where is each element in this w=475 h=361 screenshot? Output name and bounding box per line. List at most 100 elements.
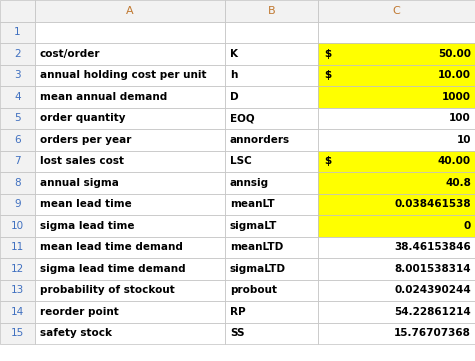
Bar [0,43,35,65]
Bar [318,193,475,215]
Text: D: D [230,92,238,102]
Text: 50.00: 50.00 [438,49,471,59]
Text: 8.001538314: 8.001538314 [394,264,471,274]
Bar [225,65,318,86]
Text: 11: 11 [11,242,24,252]
Bar [318,215,475,236]
Text: 5: 5 [14,113,21,123]
Bar [0,65,35,86]
Bar [225,43,318,65]
Bar [318,322,475,344]
Text: cost/order: cost/order [40,49,101,59]
Text: sigmaLTD: sigmaLTD [230,264,286,274]
Text: LSC: LSC [230,156,252,166]
Bar [35,215,225,236]
Bar [318,151,475,172]
Bar [0,279,35,301]
Bar [35,279,225,301]
Text: annual sigma: annual sigma [40,178,119,188]
Text: reorder point: reorder point [40,307,119,317]
Text: safety stock: safety stock [40,328,112,338]
Bar [0,236,35,258]
Text: 0.038461538: 0.038461538 [394,199,471,209]
Text: mean lead time demand: mean lead time demand [40,242,183,252]
Text: annsig: annsig [230,178,269,188]
Bar [35,43,225,65]
Bar [35,65,225,86]
Bar [0,86,35,108]
Text: 15.76707368: 15.76707368 [394,328,471,338]
Bar [225,193,318,215]
Bar [35,108,225,129]
Text: 7: 7 [14,156,21,166]
Text: annual holding cost per unit: annual holding cost per unit [40,70,207,80]
Bar [0,22,35,43]
Bar [318,65,475,86]
Bar [318,22,475,43]
Bar [225,108,318,129]
Bar [225,172,318,193]
Bar [318,258,475,279]
Bar [318,129,475,151]
Text: 38.46153846: 38.46153846 [394,242,471,252]
Bar [318,172,475,193]
Text: 0.024390244: 0.024390244 [394,285,471,295]
Bar [318,0,475,22]
Text: 10.00: 10.00 [438,70,471,80]
Bar [0,193,35,215]
Text: 13: 13 [11,285,24,295]
Text: order quantity: order quantity [40,113,125,123]
Text: 40.8: 40.8 [445,178,471,188]
Text: B: B [268,6,276,16]
Bar [318,86,475,108]
Text: sigmaLT: sigmaLT [230,221,277,231]
Bar [0,151,35,172]
Text: probability of stockout: probability of stockout [40,285,175,295]
Text: annorders: annorders [230,135,290,145]
Bar [0,322,35,344]
Bar [225,129,318,151]
Bar [0,108,35,129]
Bar [35,22,225,43]
Text: 14: 14 [11,307,24,317]
Bar [225,279,318,301]
Bar [35,301,225,322]
Text: 9: 9 [14,199,21,209]
Text: 40.00: 40.00 [438,156,471,166]
Text: 1000: 1000 [442,92,471,102]
Bar [0,0,35,22]
Bar [0,129,35,151]
Text: 6: 6 [14,135,21,145]
Bar [35,258,225,279]
Text: 2: 2 [14,49,21,59]
Text: $: $ [324,70,331,80]
Text: 10: 10 [11,221,24,231]
Text: sigma lead time: sigma lead time [40,221,134,231]
Bar [225,301,318,322]
Bar [0,215,35,236]
Bar [35,322,225,344]
Text: mean annual demand: mean annual demand [40,92,167,102]
Text: 0: 0 [464,221,471,231]
Text: 4: 4 [14,92,21,102]
Text: mean lead time: mean lead time [40,199,132,209]
Text: 10: 10 [456,135,471,145]
Bar [35,0,225,22]
Text: meanLTD: meanLTD [230,242,283,252]
Bar [0,172,35,193]
Bar [35,129,225,151]
Bar [318,108,475,129]
Bar [318,301,475,322]
Bar [225,0,318,22]
Text: 100: 100 [449,113,471,123]
Text: $: $ [324,49,331,59]
Bar [318,43,475,65]
Text: 1: 1 [14,27,21,37]
Text: h: h [230,70,238,80]
Text: lost sales cost: lost sales cost [40,156,124,166]
Text: probout: probout [230,285,277,295]
Bar [318,279,475,301]
Text: 8: 8 [14,178,21,188]
Text: RP: RP [230,307,246,317]
Text: $: $ [324,156,331,166]
